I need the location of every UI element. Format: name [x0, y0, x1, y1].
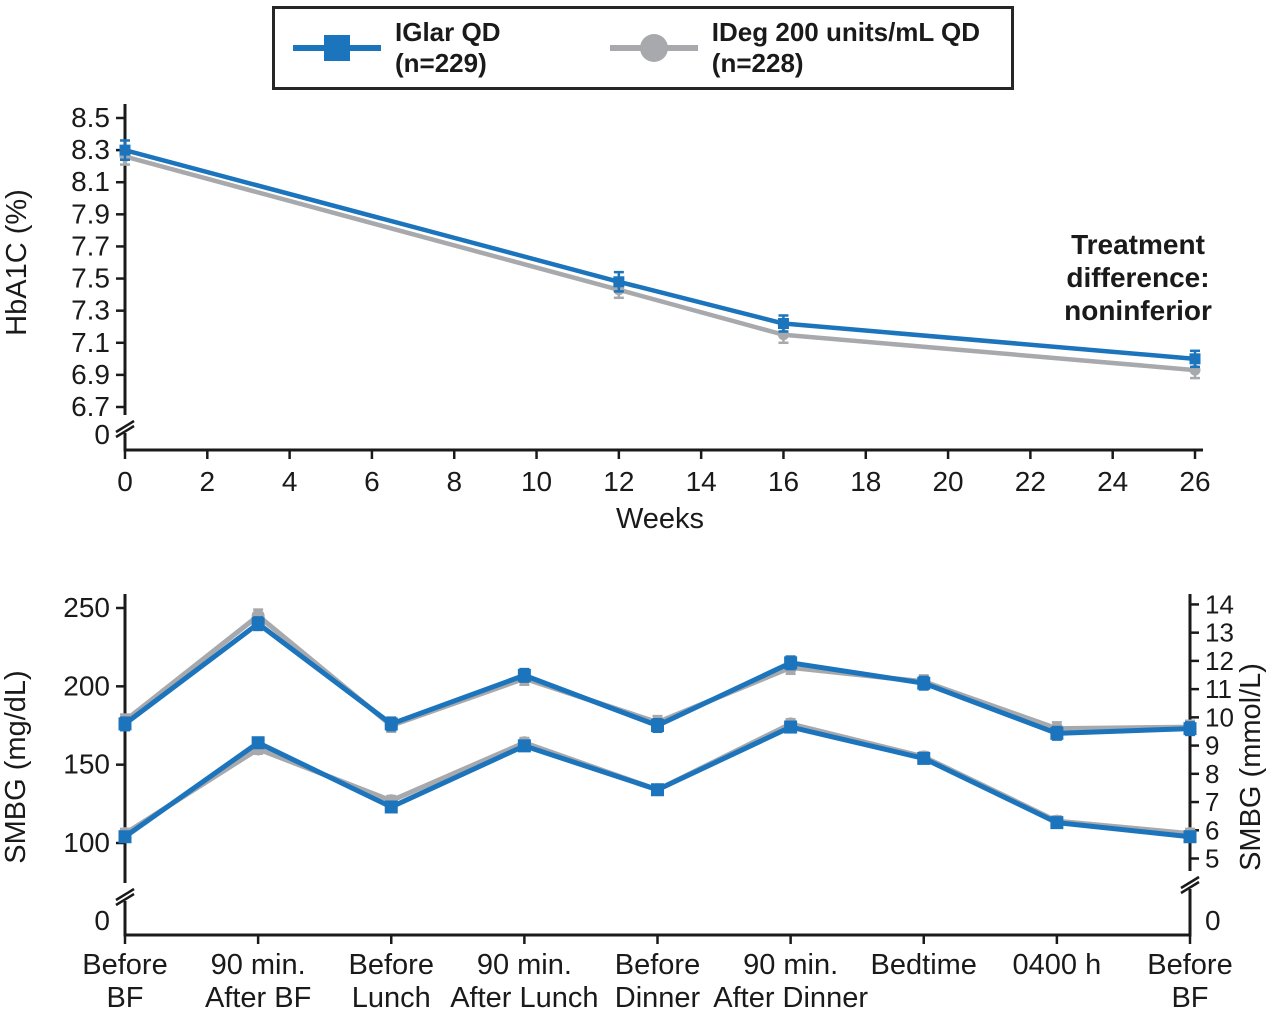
svg-text:8: 8 [446, 466, 462, 497]
svg-text:10: 10 [1205, 702, 1234, 732]
svg-text:20: 20 [932, 466, 963, 497]
svg-text:7.3: 7.3 [71, 295, 110, 326]
svg-text:7.7: 7.7 [71, 230, 110, 261]
svg-text:7.1: 7.1 [71, 327, 110, 358]
svg-text:18: 18 [850, 466, 881, 497]
svg-text:250: 250 [63, 592, 110, 623]
svg-text:BF: BF [106, 982, 143, 1011]
legend-label-ideg: IDeg 200 units/mL QD (n=228) [712, 17, 980, 78]
svg-text:150: 150 [63, 749, 110, 780]
svg-text:90 min.: 90 min. [211, 949, 306, 981]
svg-text:24: 24 [1097, 466, 1128, 497]
svg-text:10: 10 [521, 466, 552, 497]
svg-text:6: 6 [1205, 815, 1219, 845]
svg-text:6.9: 6.9 [71, 359, 110, 390]
iglar-square-marker-icon [293, 35, 381, 61]
smbg-series-3 [118, 717, 1197, 841]
svg-text:7.5: 7.5 [71, 263, 110, 294]
smbg-series-0 [118, 616, 1197, 741]
svg-text:Lunch: Lunch [352, 982, 431, 1011]
svg-text:14: 14 [686, 466, 717, 497]
svg-text:Treatment: Treatment [1071, 229, 1205, 260]
svg-text:SMBG (mmol/L): SMBG (mmol/L) [1235, 663, 1267, 871]
svg-text:7.9: 7.9 [71, 198, 110, 229]
svg-text:Weeks: Weeks [616, 503, 704, 535]
hba1c-chart: 8.58.38.17.97.77.57.37.16.96.700 2 4 6 8 10 12… [1, 102, 1212, 535]
svg-text:BF: BF [1171, 982, 1208, 1011]
svg-text:16: 16 [768, 466, 799, 497]
ideg-circle-marker-icon [609, 34, 698, 62]
legend-iglar-name: IGlar QD [395, 17, 501, 48]
svg-text:SMBG (mg/dL): SMBG (mg/dL) [0, 670, 32, 863]
svg-text:Dinner: Dinner [615, 982, 701, 1011]
svg-text:6: 6 [364, 466, 380, 497]
svg-text:26: 26 [1179, 466, 1210, 497]
svg-text:8: 8 [1205, 759, 1219, 789]
svg-text:Before: Before [349, 949, 434, 981]
legend-item-iglar: IGlar QD (n=229) [291, 17, 608, 78]
svg-text:0: 0 [94, 419, 110, 450]
legend-iglar-n: (n=229) [395, 48, 487, 78]
legend: IGlar QD (n=229) IDeg 200 units/mL QD (n… [272, 6, 1014, 90]
svg-text:13: 13 [1205, 618, 1234, 648]
svg-text:4: 4 [282, 466, 298, 497]
svg-text:Bedtime: Bedtime [871, 949, 977, 981]
svg-text:11: 11 [1205, 674, 1232, 704]
svg-text:14: 14 [1205, 589, 1234, 619]
svg-text:HbA1C (%): HbA1C (%) [1, 189, 33, 336]
smbg-axes: 25020015010001413121110987650BeforeBF90 … [0, 589, 1267, 1011]
svg-text:200: 200 [63, 670, 110, 701]
legend-ideg-name: IDeg 200 units/mL QD [711, 17, 981, 48]
legend-ideg-n: (n=228) [711, 48, 804, 78]
svg-text:noninferior: noninferior [1064, 295, 1212, 326]
svg-text:0: 0 [1205, 905, 1221, 936]
svg-text:8.5: 8.5 [71, 102, 110, 133]
svg-text:Before: Before [82, 949, 167, 981]
svg-text:9: 9 [1205, 731, 1219, 761]
legend-label-iglar: IGlar QD (n=229) [395, 17, 500, 78]
svg-text:0: 0 [117, 466, 133, 497]
smbg-series-2 [118, 720, 1197, 844]
svg-text:90 min.: 90 min. [477, 949, 572, 981]
svg-text:2: 2 [200, 466, 216, 497]
svg-text:After Lunch: After Lunch [450, 982, 598, 1011]
svg-text:difference:: difference: [1066, 262, 1209, 293]
svg-text:0400 h: 0400 h [1013, 949, 1102, 981]
hba1c-axes: 8.58.38.17.97.77.57.37.16.96.700 2 4 6 8 10 12… [1, 102, 1211, 535]
svg-text:After Dinner: After Dinner [713, 982, 868, 1011]
svg-text:0: 0 [94, 905, 110, 936]
svg-text:Before: Before [615, 949, 700, 981]
svg-text:8.3: 8.3 [71, 134, 110, 165]
svg-text:100: 100 [63, 827, 110, 858]
svg-text:90 min.: 90 min. [743, 949, 838, 981]
svg-text:8.1: 8.1 [71, 166, 110, 197]
svg-text:12: 12 [1205, 646, 1234, 676]
legend-item-ideg: IDeg 200 units/mL QD (n=228) [608, 17, 995, 78]
svg-text:After BF: After BF [205, 982, 311, 1011]
svg-text:7: 7 [1205, 787, 1219, 817]
hba1c-series-0 [119, 139, 1201, 369]
smbg-chart: 25020015010001413121110987650BeforeBF90 … [0, 589, 1267, 1011]
svg-text:6.7: 6.7 [71, 391, 110, 422]
svg-text:22: 22 [1015, 466, 1046, 497]
svg-text:Before: Before [1147, 949, 1232, 981]
svg-text:12: 12 [603, 466, 634, 497]
svg-text:5: 5 [1205, 844, 1219, 874]
smbg-series-1 [118, 608, 1197, 737]
